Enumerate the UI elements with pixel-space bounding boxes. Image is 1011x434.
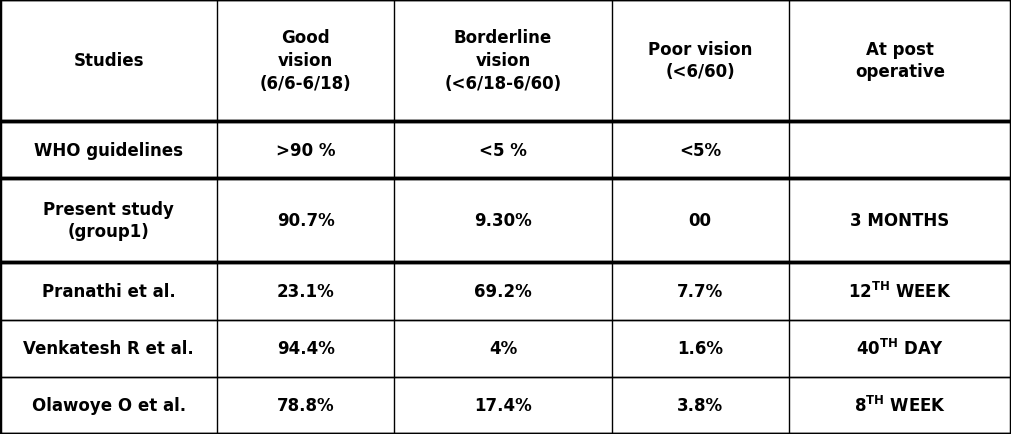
Text: 94.4%: 94.4%: [277, 339, 335, 357]
Text: 4%: 4%: [489, 339, 517, 357]
Text: 69.2%: 69.2%: [474, 282, 532, 300]
Text: Poor vision
(<6/60): Poor vision (<6/60): [648, 40, 752, 81]
Text: 90.7%: 90.7%: [277, 212, 335, 230]
Text: <5 %: <5 %: [479, 141, 527, 159]
Text: Borderline
vision
(<6/18-6/60): Borderline vision (<6/18-6/60): [445, 29, 561, 93]
Text: 9.30%: 9.30%: [474, 212, 532, 230]
Text: Olawoye O et al.: Olawoye O et al.: [31, 397, 186, 414]
Text: 12$^{\mathbf{TH}}$ WEEK: 12$^{\mathbf{TH}}$ WEEK: [848, 281, 951, 301]
Text: Good
vision
(6/6-6/18): Good vision (6/6-6/18): [260, 29, 352, 93]
Text: At post
operative: At post operative: [854, 40, 945, 81]
Text: <5%: <5%: [679, 141, 721, 159]
Text: 78.8%: 78.8%: [277, 397, 335, 414]
Text: Present study
(group1): Present study (group1): [43, 201, 174, 241]
Text: Venkatesh R et al.: Venkatesh R et al.: [23, 339, 194, 357]
Text: 00: 00: [688, 212, 712, 230]
Text: WHO guidelines: WHO guidelines: [34, 141, 183, 159]
Text: 1.6%: 1.6%: [677, 339, 723, 357]
Text: 40$^{\mathbf{TH}}$ DAY: 40$^{\mathbf{TH}}$ DAY: [855, 339, 944, 358]
Text: 7.7%: 7.7%: [677, 282, 723, 300]
Text: 3.8%: 3.8%: [677, 397, 723, 414]
Text: 23.1%: 23.1%: [277, 282, 335, 300]
Text: 17.4%: 17.4%: [474, 397, 532, 414]
Text: Pranathi et al.: Pranathi et al.: [41, 282, 176, 300]
Text: >90 %: >90 %: [276, 141, 336, 159]
Text: 8$^{\mathbf{TH}}$ WEEK: 8$^{\mathbf{TH}}$ WEEK: [853, 395, 946, 415]
Text: Studies: Studies: [74, 52, 144, 70]
Text: 3 MONTHS: 3 MONTHS: [850, 212, 949, 230]
